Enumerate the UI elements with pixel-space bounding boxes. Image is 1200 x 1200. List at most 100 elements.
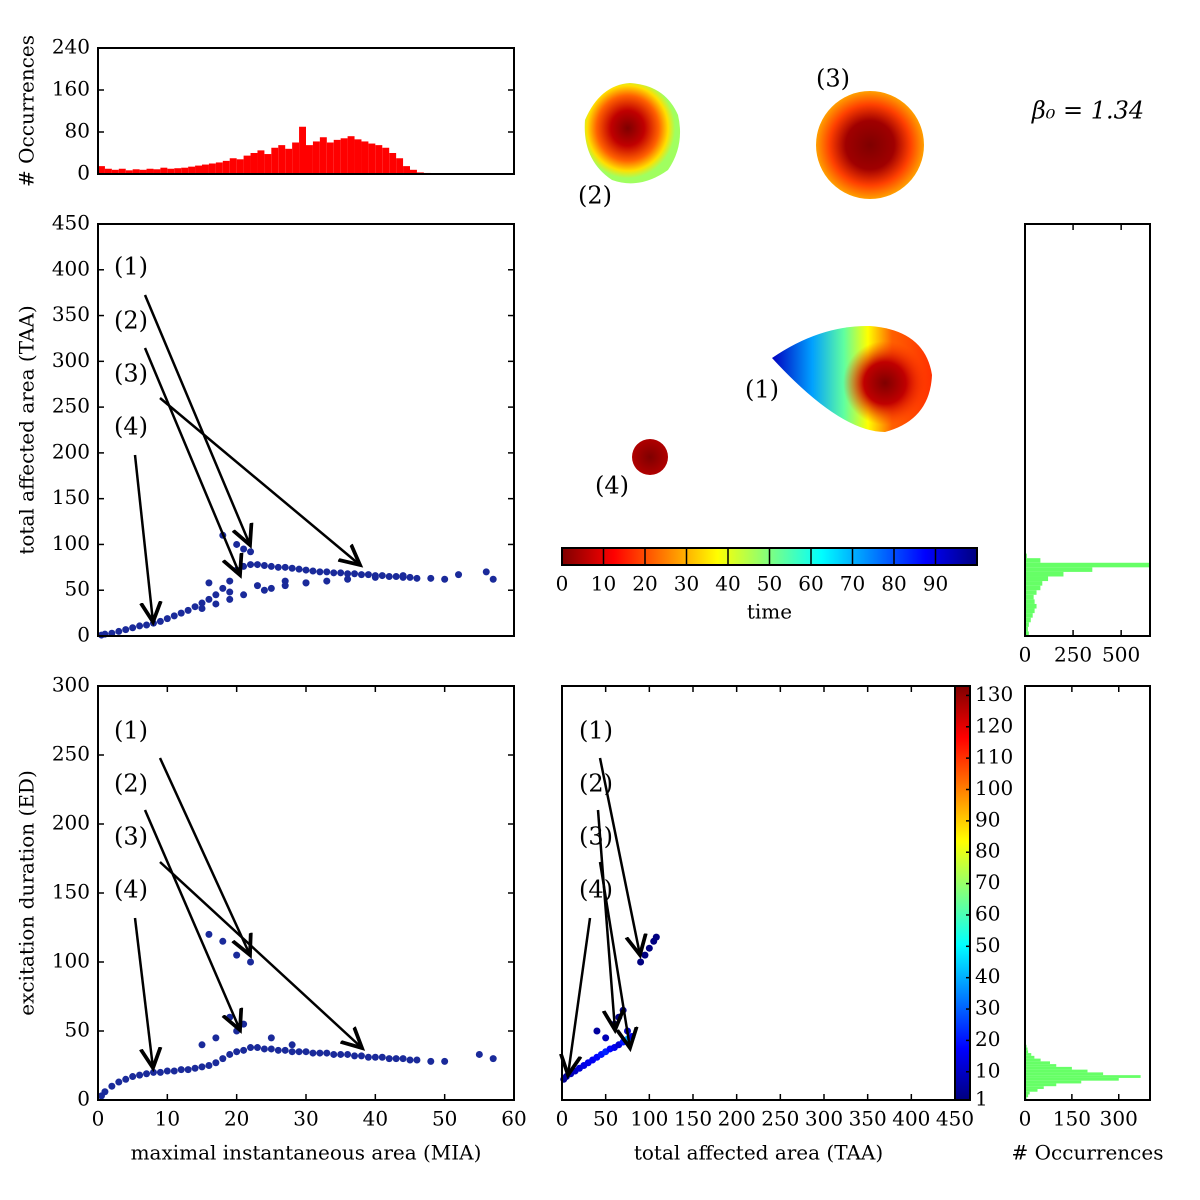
scatter-point (281, 563, 289, 571)
histogram-bar (1025, 590, 1037, 595)
x-tick-label: 250 (1054, 643, 1092, 667)
scatter-point (441, 575, 449, 583)
histogram-bar (104, 168, 112, 174)
histogram-bar (139, 169, 147, 174)
arrow (143, 809, 240, 1030)
scatter-point (267, 584, 275, 592)
scatter-point (652, 933, 660, 941)
histogram-bar (222, 160, 230, 174)
scatter-point (357, 571, 365, 579)
scatter-point (399, 1055, 407, 1063)
histogram-bar (1025, 1088, 1038, 1092)
histogram-bar (271, 147, 279, 174)
scatter-point (122, 626, 130, 634)
arrow (159, 397, 360, 565)
x-tick-label: 300 (1100, 1107, 1138, 1131)
scatter-point (351, 1052, 359, 1060)
histogram-bar (1025, 1066, 1072, 1070)
plot-area (97, 531, 497, 639)
colorbar-tick-label: 50 (757, 572, 782, 596)
snapshot-label: (3) (816, 65, 850, 93)
histogram-bar (396, 158, 404, 174)
scatter-point (184, 606, 192, 614)
histogram-bar (347, 136, 355, 174)
x-tick-label: 0 (92, 1107, 105, 1131)
histogram-bar (1025, 1072, 1104, 1076)
scatter-point (288, 1048, 296, 1056)
histogram-bar (312, 141, 320, 174)
colorbar (954, 685, 971, 1101)
x-tick-label: 300 (805, 1107, 843, 1131)
y-tick-label: 100 (52, 531, 90, 555)
y-tick-label: 350 (52, 302, 90, 326)
scatter-point (309, 567, 317, 575)
histogram-bar (382, 147, 390, 174)
scatter-point (413, 574, 421, 582)
scatter-point (191, 1064, 199, 1072)
x-tick-label: 60 (501, 1107, 526, 1131)
histogram-bar (1025, 1091, 1030, 1095)
y-axis-label: # Occurrences (15, 35, 39, 187)
scatter-point (163, 1067, 171, 1075)
histogram-bar (236, 159, 244, 174)
scatter-point (441, 1057, 449, 1065)
scatter-point (101, 1088, 109, 1096)
x-axis-label: total affected area (TAA) (634, 1141, 883, 1165)
scatter-point (615, 1013, 623, 1021)
arrow (598, 757, 640, 955)
colorbar-tick-label: 40 (715, 572, 740, 596)
x-tick-label: 0 (1019, 643, 1032, 667)
x-axis-label: maximal instantaneous area (MIA) (131, 1141, 482, 1165)
scatter-point (260, 586, 268, 594)
annotation: (2) (114, 307, 148, 335)
axes-frame (97, 685, 515, 1101)
annotation: (4) (579, 876, 613, 904)
scatter-point (233, 540, 241, 548)
histogram-bar (250, 153, 258, 174)
scatter-point (260, 1045, 268, 1053)
parameter: β₀ = 1.34 (1031, 97, 1144, 125)
y-tick-label: 450 (52, 211, 90, 235)
scatter-point (253, 561, 261, 569)
snapshot-4 (632, 439, 668, 475)
scatter-point (482, 568, 490, 576)
arrow (598, 861, 630, 1048)
scatter-point (427, 574, 435, 582)
scatter-point (260, 562, 268, 570)
scatter-point (198, 599, 206, 607)
y-tick-label: 160 (52, 77, 90, 101)
scatter-point (205, 579, 213, 587)
histogram-bar (1025, 1077, 1119, 1081)
histogram-bar (1025, 567, 1093, 572)
colorbar-tick-label: 30 (674, 572, 699, 596)
scatter-point (281, 582, 289, 590)
scatter-point (378, 572, 386, 580)
scatter-point (337, 569, 345, 577)
y-tick-label: 0 (77, 623, 90, 647)
histogram-bar (403, 166, 410, 174)
plot-area (97, 930, 497, 1100)
arrow (133, 454, 153, 622)
scatter-point (288, 1041, 296, 1049)
x-tick-label: 50 (432, 1107, 457, 1131)
scatter-point (247, 548, 255, 556)
scatter-point (344, 570, 352, 578)
scatter-point (170, 612, 178, 620)
scatter-point (489, 575, 497, 583)
histogram-bar (1025, 571, 1064, 577)
histogram-bar (1025, 576, 1049, 582)
annotation: (3) (114, 360, 148, 388)
scatter-point (143, 1070, 151, 1078)
x-axis-label: # Occurrences (1012, 1141, 1164, 1165)
plot-area (1025, 553, 1150, 636)
arrow (158, 757, 250, 955)
colorbar-tick-label: 70 (840, 572, 865, 596)
scatter-point (267, 1034, 275, 1042)
histogram-bar (1025, 1058, 1041, 1062)
scatter-point (191, 603, 199, 611)
scatter-point (267, 562, 275, 570)
histogram-bar (354, 139, 362, 174)
scatter-point (413, 1056, 421, 1064)
y-tick-label: 0 (77, 1087, 90, 1111)
histogram-bar (215, 162, 223, 174)
